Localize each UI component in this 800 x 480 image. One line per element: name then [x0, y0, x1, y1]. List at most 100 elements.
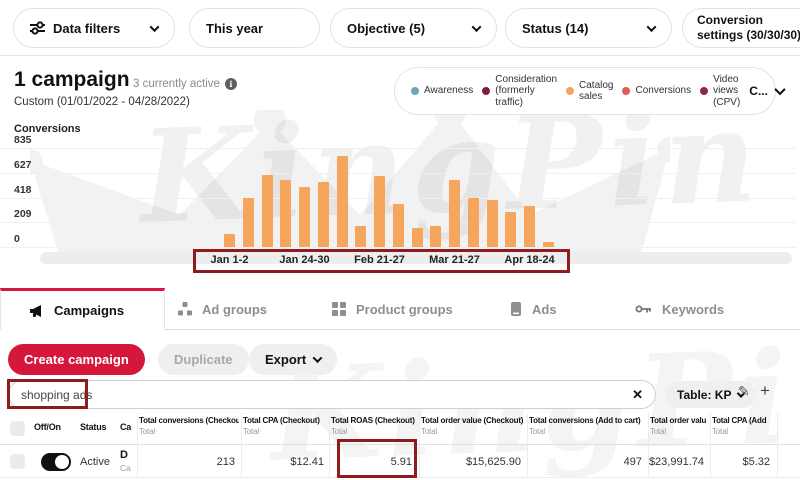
create-campaign-button[interactable]: Create campaign — [8, 344, 145, 375]
row-checkbox[interactable] — [10, 454, 25, 469]
chart-y-axis-title: Conversions — [14, 123, 81, 135]
table-preset-dropdown[interactable]: Table: KP — [665, 381, 757, 408]
tab-product-groups[interactable]: Product groups — [332, 288, 453, 330]
chart-gridline — [0, 148, 796, 150]
product-groups-icon — [332, 302, 346, 316]
column-header[interactable]: Total conversions (Add to cart) Total — [529, 416, 646, 436]
toggle-knob — [55, 454, 69, 469]
search-input[interactable] — [21, 387, 633, 402]
row-metric-cell: 5.91 — [331, 445, 416, 478]
tab-label: Ads — [532, 301, 557, 317]
chevron-down-icon — [312, 353, 323, 364]
add-table-icon[interactable]: + — [760, 381, 770, 400]
tab-label: Keywords — [662, 301, 725, 317]
column-header[interactable] — [10, 416, 30, 438]
tab-ad-groups[interactable]: Ad groups — [178, 288, 267, 330]
legend-label: Awareness — [424, 85, 474, 97]
legend-item[interactable]: Consideration (formerly traffic) — [482, 74, 557, 109]
date-range-pill[interactable]: This year — [189, 8, 320, 48]
column-header[interactable]: Total ROAS (Checkout) Total — [331, 416, 416, 436]
y-axis-tick-label: 0 — [14, 233, 20, 245]
chart-legend: Awareness Consideration (formerly traffic… — [394, 67, 786, 115]
chart-bar[interactable] — [299, 187, 310, 247]
chart-bar[interactable] — [449, 180, 460, 247]
legend-item[interactable]: Awareness — [411, 85, 473, 97]
column-subheader-label: Total — [139, 427, 155, 436]
metric-value: $15,625.90 — [465, 455, 521, 468]
column-header[interactable]: Total CPA (Add Total — [712, 416, 774, 436]
tab-label: Ad groups — [202, 301, 267, 317]
conversion-settings-pill[interactable]: Conversion settings (30/30/30) — [682, 8, 800, 48]
legend-label: Video views (CPV) — [713, 73, 741, 108]
column-header[interactable]: Total CPA (Checkout) Total — [243, 416, 328, 436]
column-header[interactable]: Total conversions (Checkout) Total — [139, 416, 239, 436]
chart-bar[interactable] — [336, 156, 348, 247]
info-icon[interactable]: i — [224, 78, 237, 90]
x-axis-tick-label: Apr 18-24 — [504, 254, 555, 266]
duplicate-button[interactable]: Duplicate — [158, 344, 249, 375]
select-all-checkbox[interactable] — [10, 421, 25, 436]
export-button[interactable]: Export — [249, 344, 338, 375]
chart-scrollbar[interactable] — [40, 252, 792, 264]
column-header-label: Total CPA (Add — [712, 416, 767, 425]
edit-table-icon[interactable]: ✎ — [738, 383, 750, 399]
status-dropdown[interactable]: Status (14) — [505, 8, 672, 48]
column-header[interactable]: Status — [80, 422, 118, 432]
legend-item[interactable]: Video views (CPV) — [700, 74, 740, 109]
legend-label: Consideration (formerly traffic) — [495, 73, 558, 108]
chart-bar[interactable] — [242, 198, 254, 247]
tab-campaigns[interactable]: Campaigns — [0, 288, 165, 330]
legend-item[interactable]: Conversions — [622, 85, 691, 97]
chart-bar[interactable] — [317, 182, 329, 247]
row-campaign-cell: D Ca — [120, 445, 137, 478]
clear-search-icon[interactable]: ✕ — [632, 386, 643, 402]
legend-dot-icon — [566, 87, 575, 95]
chart-bar[interactable] — [542, 242, 554, 247]
x-axis-tick-label: Feb 21-27 — [354, 254, 405, 266]
column-header-label: Status — [80, 422, 107, 432]
column-header[interactable]: Ca — [120, 422, 137, 432]
metric-value: 497 — [623, 455, 642, 468]
legend-item[interactable]: Catalog sales — [566, 80, 613, 103]
chart-bar[interactable] — [392, 204, 404, 247]
legend-more-dropdown[interactable]: C... — [749, 83, 786, 98]
table-row[interactable]: Active D Ca 213 $12.41 5.91 $15,625.90 497 $23,9… — [0, 445, 800, 478]
chart-bar[interactable] — [505, 212, 517, 247]
chart-bar[interactable] — [261, 175, 273, 247]
ad-groups-icon — [178, 302, 192, 316]
column-header-label: Total conversions (Checkout) — [139, 416, 239, 425]
row-metric-cell: $5.32 — [712, 445, 774, 478]
x-axis-tick-label: Jan 24-30 — [279, 254, 330, 266]
divider — [0, 55, 800, 56]
chart-bar[interactable] — [374, 176, 385, 247]
objective-dropdown[interactable]: Objective (5) — [330, 8, 497, 48]
tab-label: Campaigns — [54, 303, 125, 318]
chart-bar[interactable] — [411, 228, 423, 247]
legend-dot-icon — [411, 87, 419, 95]
campaign-name[interactable]: D Ca — [120, 449, 131, 473]
column-header-label: Ca — [120, 422, 132, 432]
chart-bar[interactable] — [280, 180, 292, 247]
row-status-cell: Active — [80, 445, 118, 478]
legend-dot-icon — [622, 87, 631, 95]
chart-bar[interactable] — [430, 226, 442, 247]
chart-bar[interactable] — [486, 200, 498, 247]
column-header-label: Total conversions (Add to cart) — [529, 416, 641, 425]
conversion-settings-label: Conversion settings (30/30/30) — [697, 13, 800, 42]
tab-keywords[interactable]: Keywords — [635, 288, 724, 330]
data-filters-dropdown[interactable]: Data filters — [13, 8, 175, 48]
x-axis-tick-label: Mar 21-27 — [429, 254, 480, 266]
column-header[interactable]: Total order valu Total — [650, 416, 708, 436]
column-header-label: Total order value (Checkout) — [421, 416, 524, 425]
tab-ads[interactable]: Ads — [510, 288, 557, 330]
chart-bar[interactable] — [467, 198, 479, 247]
metric-value: $23,991.74 — [648, 455, 704, 468]
chart-bar[interactable] — [224, 234, 235, 247]
ads-icon — [510, 302, 522, 316]
chart-bar[interactable] — [355, 226, 367, 247]
campaign-on-off-toggle[interactable] — [41, 452, 71, 471]
date-range-text: Custom (01/01/2022 - 04/28/2022) — [14, 96, 190, 108]
chart-bar[interactable] — [524, 206, 535, 247]
column-header[interactable]: Off/On — [34, 422, 78, 432]
column-header[interactable]: Total order value (Checkout) Total — [421, 416, 525, 436]
